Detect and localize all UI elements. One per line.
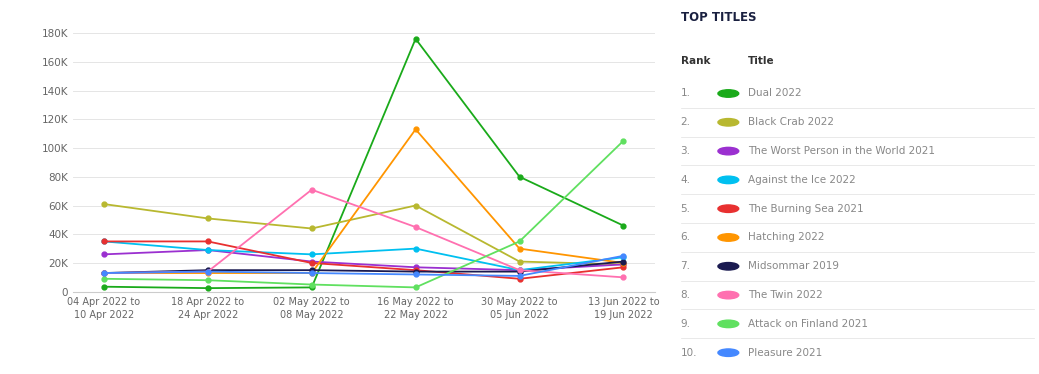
Text: Against the Ice 2022: Against the Ice 2022 (748, 175, 856, 185)
Text: 7.: 7. (681, 261, 691, 271)
Text: The Worst Person in the World 2021: The Worst Person in the World 2021 (748, 146, 935, 156)
Text: Rank: Rank (681, 56, 710, 66)
Text: Dual 2022: Dual 2022 (748, 89, 802, 98)
Text: Black Crab 2022: Black Crab 2022 (748, 117, 834, 127)
Text: Attack on Finland 2021: Attack on Finland 2021 (748, 319, 868, 329)
Text: The Burning Sea 2021: The Burning Sea 2021 (748, 204, 863, 214)
Text: 1.: 1. (681, 89, 691, 98)
Text: 5.: 5. (681, 204, 691, 214)
Text: 10.: 10. (681, 348, 697, 358)
Text: 6.: 6. (681, 233, 691, 242)
Text: The Twin 2022: The Twin 2022 (748, 290, 823, 300)
Text: Title: Title (748, 56, 775, 66)
Text: TOP TITLES: TOP TITLES (681, 11, 756, 24)
Text: Pleasure 2021: Pleasure 2021 (748, 348, 822, 358)
Text: 4.: 4. (681, 175, 691, 185)
Text: 9.: 9. (681, 319, 691, 329)
Text: 8.: 8. (681, 290, 691, 300)
Text: 2.: 2. (681, 117, 691, 127)
Text: 3.: 3. (681, 146, 691, 156)
Text: Hatching 2022: Hatching 2022 (748, 233, 825, 242)
Text: Midsommar 2019: Midsommar 2019 (748, 261, 840, 271)
